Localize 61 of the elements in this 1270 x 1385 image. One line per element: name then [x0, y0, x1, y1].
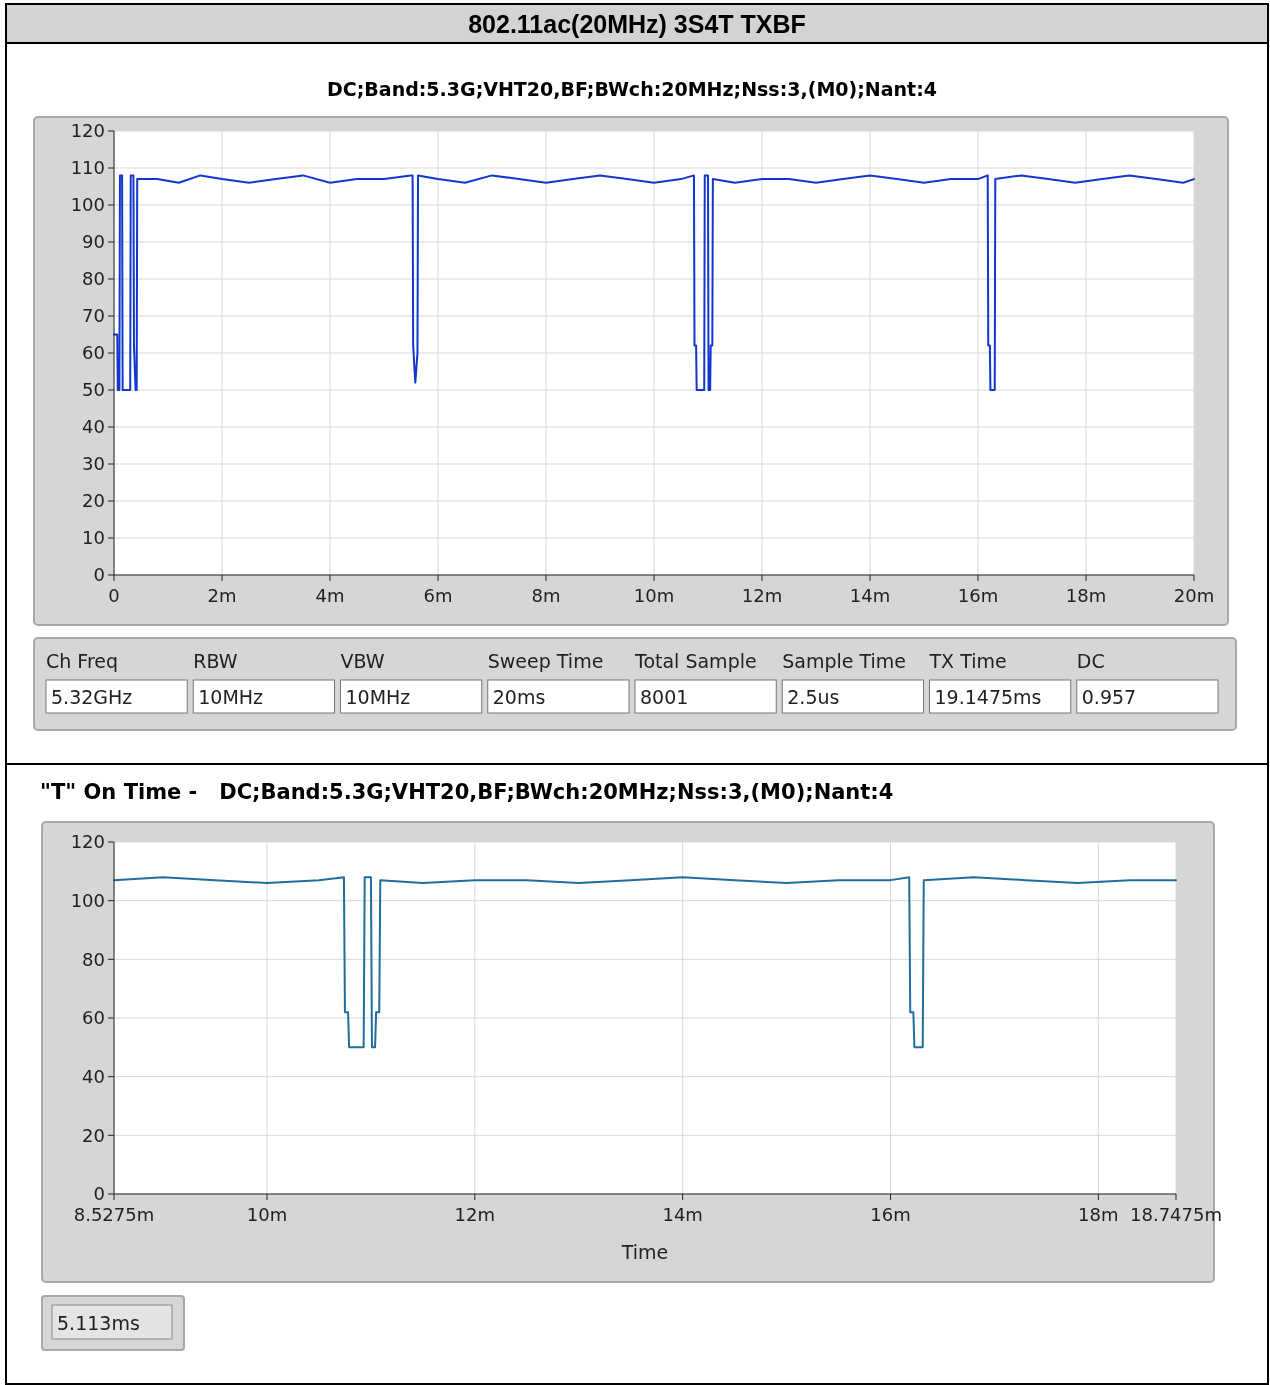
- y-tick-label: 120: [70, 120, 105, 142]
- text: 8001: [640, 686, 689, 708]
- category-label: Sample Time: [782, 650, 907, 672]
- category-label: VBW: [340, 650, 385, 672]
- category-label: Total Sample: [634, 650, 757, 672]
- text: 19.1475ms: [934, 686, 1042, 708]
- y-tick-label: 0: [93, 564, 105, 586]
- y-tick-label: 40: [82, 1065, 105, 1087]
- y-tick-label: 90: [82, 231, 105, 253]
- y-tick-label: 20: [82, 1124, 105, 1146]
- y-tick-label: 60: [82, 1007, 105, 1029]
- y-tick-label: 80: [82, 948, 105, 970]
- x-tick-label: 18m: [1065, 585, 1107, 606]
- category-label: DC: [1076, 650, 1105, 672]
- y-tick-label: 30: [82, 453, 105, 475]
- y-tick-label: 0: [93, 1183, 105, 1205]
- x-tick-label: 18m: [1078, 1204, 1119, 1225]
- text: 5.32GHz: [51, 686, 133, 708]
- x-tick-label: 6m: [423, 585, 453, 606]
- x-tick-label: 18.7475m: [1130, 1204, 1222, 1225]
- x-tick-label: 10m: [246, 1204, 288, 1225]
- x-tick-label: 8m: [531, 585, 561, 606]
- y-tick-label: 70: [82, 305, 105, 327]
- x-tick-label: 8.5275m: [73, 1204, 155, 1225]
- line-series: [113, 876, 1177, 1049]
- x-tick-label: 0: [108, 585, 120, 606]
- category-label: Sweep Time: [487, 650, 604, 672]
- x-tick-label: 16m: [957, 585, 999, 606]
- x-tick-label: 20m: [1173, 585, 1215, 606]
- line-series: [113, 174, 1195, 391]
- category-label: TX Time: [928, 650, 1007, 672]
- text: 10MHz: [198, 686, 264, 708]
- x-tick-label: 12m: [454, 1204, 496, 1225]
- text: 2.5us: [787, 686, 840, 708]
- text: 20ms: [492, 686, 546, 708]
- y-tick-label: 80: [82, 268, 105, 290]
- x-axis-title: Time: [620, 1241, 669, 1263]
- x-tick-label: 4m: [315, 585, 345, 606]
- category-label: RBW: [193, 650, 238, 672]
- y-tick-label: 40: [82, 416, 105, 438]
- text: 10MHz: [345, 686, 411, 708]
- y-tick-label: 120: [70, 831, 105, 853]
- y-tick-label: 100: [70, 889, 105, 911]
- x-tick-label: 14m: [662, 1204, 703, 1225]
- chart-title: "T" On Time - DC;Band:5.3G;VHT20,BF;BWch:20MHz;Nss:3,(M0);Nant:4: [40, 780, 894, 804]
- y-tick-label: 50: [82, 379, 105, 401]
- x-tick-label: 12m: [741, 585, 783, 606]
- text: 5.113ms: [57, 1312, 140, 1334]
- y-tick-label: 60: [82, 342, 105, 364]
- x-tick-label: 14m: [849, 585, 891, 606]
- chart-subtitle: DC;Band:5.3G;VHT20,BF;BWch:20MHz;Nss:3,(M0);Nant:4: [327, 78, 937, 100]
- y-tick-label: 20: [82, 490, 105, 512]
- y-tick-label: 10: [82, 527, 105, 549]
- y-tick-label: 110: [70, 157, 105, 179]
- x-tick-label: 16m: [870, 1204, 911, 1225]
- x-tick-label: 2m: [207, 585, 237, 606]
- text: 0.957: [1081, 686, 1137, 708]
- chart-title: 802.11ac(20MHz) 3S4T TXBF: [468, 10, 806, 38]
- x-tick-label: 10m: [633, 585, 675, 606]
- y-tick-label: 100: [70, 194, 105, 216]
- category-label: Ch Freq: [46, 650, 119, 672]
